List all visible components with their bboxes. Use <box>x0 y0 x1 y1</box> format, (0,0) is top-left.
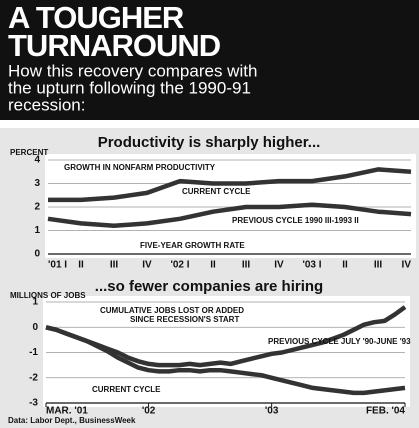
subtitle: the upturn following the 1990-91 <box>8 78 251 97</box>
y-tick-label: 2 <box>34 202 40 213</box>
annotation: FIVE-YEAR GROWTH RATE <box>140 241 245 250</box>
y-tick-label: 1 <box>34 225 40 236</box>
x-tick-label: '02 I <box>170 260 189 271</box>
y-tick-label: -2 <box>29 372 38 383</box>
y-tick-label: 4 <box>34 155 40 166</box>
y-axis-label: PERCENT <box>10 148 48 157</box>
x-tick-label: '01 I <box>48 260 67 271</box>
series-label: CURRENT CYCLE <box>92 385 161 394</box>
x-tick-label: IV <box>274 260 284 271</box>
y-tick-label: 3 <box>34 178 40 189</box>
x-tick-label: MAR. '01 <box>46 406 88 417</box>
x-tick-label: III <box>242 260 251 271</box>
header-bg <box>0 0 419 120</box>
chart-title: Productivity is sharply higher... <box>98 134 321 151</box>
source: Data: Labor Dept., BusinessWeek <box>8 416 136 425</box>
x-tick-label: '02 <box>142 406 156 417</box>
annotation: GROWTH IN NONFARM PRODUCTIVITY <box>64 163 216 172</box>
annotation: CUMULATIVE JOBS LOST OR ADDED <box>100 306 244 315</box>
y-axis-label: MILLIONS OF JOBS <box>10 291 86 300</box>
x-tick-label: FEB. '04 <box>366 406 405 417</box>
series-line <box>47 202 412 229</box>
y-tick-label: -3 <box>29 398 38 409</box>
chart-title: ...so fewer companies are hiring <box>95 278 323 295</box>
y-tick-label: 1 <box>32 297 38 308</box>
series-label: PREVIOUS CYCLE JULY '90-JUNE '93 <box>268 337 411 346</box>
series-line <box>48 167 412 203</box>
headline: TURNAROUND <box>8 28 221 63</box>
x-tick-label: III <box>110 260 119 271</box>
series-label: CURRENT CYCLE <box>182 187 251 196</box>
x-tick-label: III <box>374 260 383 271</box>
x-tick-label: IV <box>142 260 152 271</box>
x-tick-label: II <box>342 260 348 271</box>
subtitle: recession: <box>8 95 85 114</box>
y-tick-label: 0 <box>32 322 38 333</box>
x-tick-label: IV <box>402 260 412 271</box>
x-tick-label: '03 I <box>302 260 321 271</box>
annotation: SINCE RECESSION'S START <box>130 315 239 324</box>
series-line <box>45 325 406 396</box>
plot-area <box>45 154 416 258</box>
x-tick-label: II <box>78 260 84 271</box>
subtitle: How this recovery compares with <box>8 61 257 80</box>
x-tick-label: '03 <box>265 406 279 417</box>
y-tick-label: 0 <box>34 249 40 260</box>
series-label: PREVIOUS CYCLE 1990 III-1993 II <box>232 216 359 225</box>
headline: A TOUGHER <box>8 0 184 35</box>
x-tick-label: II <box>210 260 216 271</box>
y-tick-label: -1 <box>29 347 38 358</box>
